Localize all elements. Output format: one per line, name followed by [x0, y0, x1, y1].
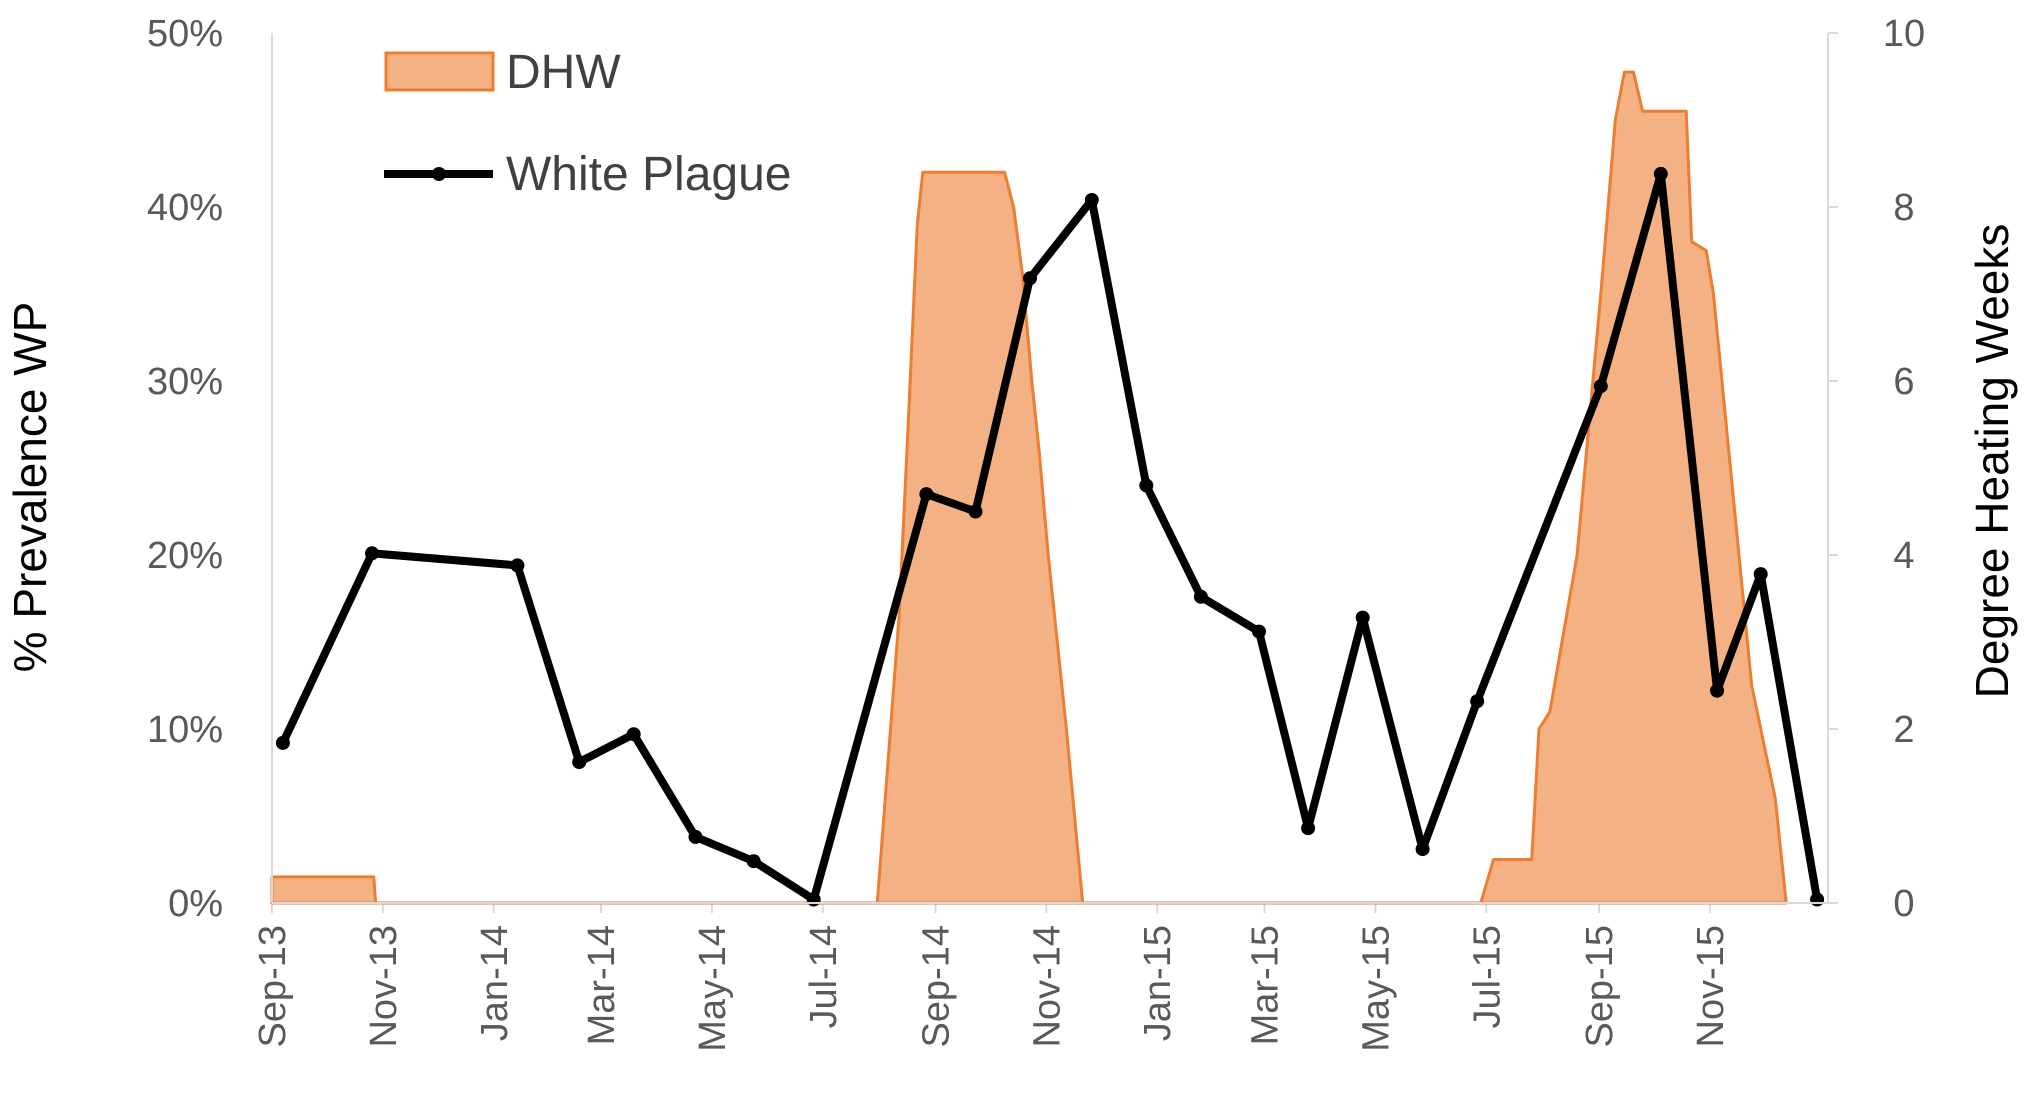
y-left-tick-label: 20% [147, 535, 223, 577]
white-plague-point [1193, 589, 1208, 604]
y-left-tick-label: 10% [147, 709, 223, 751]
y-left-tick-label: 40% [147, 187, 223, 229]
white-plague-point [1084, 193, 1099, 207]
white-plague-points [275, 166, 1825, 907]
legend-dhw-swatch [384, 51, 495, 92]
y-axis-right-title: Degree Heating Weeks [1966, 224, 2018, 699]
white-plague-point [1252, 624, 1266, 639]
dhw-area [270, 70, 1788, 905]
white-plague-point [746, 854, 761, 869]
x-tick-label: May-14 [692, 925, 734, 1052]
white-plague-point [1139, 478, 1154, 493]
white-plague-point [275, 735, 290, 750]
white-plague-point [1753, 567, 1768, 582]
y-right-tick-label: 4 [1893, 535, 1914, 577]
left-axis-ticks: 0% 10% 20% 30% 40% 50% [147, 13, 223, 925]
white-plague-line [278, 169, 1822, 904]
x-tick-label: May-15 [1355, 925, 1397, 1052]
white-plague-point [806, 892, 821, 907]
y-left-tick-label: 0% [168, 883, 223, 925]
legend: DHW White Plague [384, 46, 792, 201]
y-left-tick-label: 50% [147, 13, 223, 55]
white-plague-point [1023, 271, 1037, 286]
x-tick-label: Mar-14 [581, 925, 623, 1045]
white-plague-point [1355, 610, 1370, 625]
white-plague-point [1810, 892, 1825, 907]
white-plague-point [1470, 694, 1485, 709]
x-tick-label: Nov-13 [363, 925, 405, 1048]
x-tick-label: Nov-15 [1690, 925, 1732, 1048]
white-plague-point [365, 546, 379, 561]
right-axis-ticks: 0 2 4 6 8 10 [1828, 13, 1925, 925]
y-right-tick-label: 10 [1883, 13, 1925, 55]
x-tick-label: Jan-14 [474, 925, 516, 1041]
white-plague-point [688, 829, 703, 844]
x-tick-label: Jul-15 [1466, 925, 1508, 1029]
legend-white-plague-marker [432, 167, 446, 181]
legend-white-plague-label: White Plague [506, 148, 792, 201]
legend-dhw-label: DHW [506, 46, 621, 99]
y-right-tick-label: 8 [1893, 187, 1914, 229]
y-right-tick-label: 2 [1893, 709, 1914, 751]
x-tick-label: Sep-15 [1579, 925, 1621, 1048]
white-plague-point [572, 755, 587, 770]
y-right-tick-label: 0 [1893, 883, 1914, 925]
white-plague-point [968, 504, 983, 519]
x-tick-label: Mar-15 [1244, 925, 1286, 1045]
x-axis-ticks: Sep-13 Nov-13 Jan-14 Mar-14 May-14 Jul-14 Sep-… [252, 903, 1732, 1052]
x-tick-label: Jul-14 [803, 925, 845, 1029]
y-right-tick-label: 6 [1893, 361, 1914, 403]
white-plague-point [1710, 683, 1725, 698]
x-tick-label: Sep-14 [915, 925, 957, 1048]
white-plague-point [919, 487, 934, 502]
x-tick-label: Sep-13 [252, 925, 294, 1048]
white-plague-point [1415, 842, 1430, 857]
y-left-tick-label: 30% [147, 361, 223, 403]
white-plague-point [626, 727, 641, 742]
white-plague-point [1301, 821, 1316, 836]
y-axis-left-title: % Prevalence WP [4, 302, 56, 673]
white-plague-point [1653, 166, 1668, 181]
x-tick-label: Jan-15 [1137, 925, 1179, 1041]
white-plague-point [1593, 379, 1608, 394]
white-plague-point [510, 558, 525, 573]
x-tick-label: Nov-14 [1026, 925, 1068, 1048]
